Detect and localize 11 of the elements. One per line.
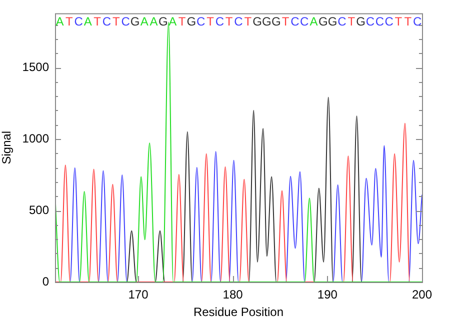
x-tick-label: 180 bbox=[222, 288, 244, 302]
y-tick-label: 0 bbox=[42, 274, 50, 288]
x-tick-label: 170 bbox=[128, 288, 149, 302]
y-tick-label: 1000 bbox=[22, 131, 50, 146]
y-tick-label: 500 bbox=[28, 202, 50, 217]
x-axis-title: Residue Position bbox=[193, 305, 284, 320]
y-tick-label: 1500 bbox=[22, 60, 50, 74]
y-axis-title: Signal bbox=[0, 130, 14, 164]
text: ATCATCTCGAAGATGCTCTCTGGGTCCAGGCTGCCCTTC bbox=[56, 14, 422, 29]
x-tick-label: 200 bbox=[412, 288, 432, 302]
x-tick-label: 190 bbox=[317, 288, 338, 302]
